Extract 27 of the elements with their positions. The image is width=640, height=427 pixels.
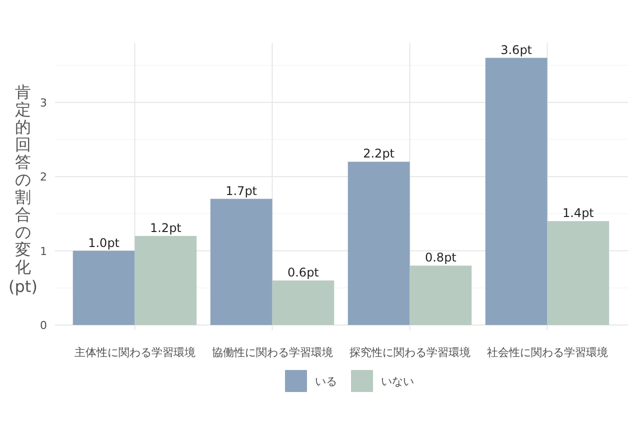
data-label: 0.8pt: [424, 250, 457, 265]
y-tick-label: 1: [40, 244, 47, 258]
data-label: 1.4pt: [562, 206, 594, 220]
data-label: 2.2pt: [363, 146, 395, 161]
x-tick-label: 探究性に関わる学習環境: [349, 346, 470, 359]
x-tick-label: 協働性に関わる学習環境: [212, 346, 333, 359]
y-tick-label: 2: [40, 170, 47, 184]
data-label: 3.6pt: [500, 42, 532, 57]
data-label: 1.2pt: [150, 220, 182, 235]
y-tick-label: 3: [40, 96, 47, 110]
data-label: 0.6pt: [287, 265, 320, 280]
legend-label: いない: [381, 375, 414, 388]
legend-label: いる: [315, 375, 337, 388]
bar: [272, 280, 334, 325]
x-tick-label: 社会性に関わる学習環境: [486, 346, 608, 359]
y-tick-label: 0: [40, 319, 47, 332]
x-tick-label: 主体性に関わる学習環境: [74, 346, 196, 359]
bar: [210, 198, 272, 325]
data-label: 1.0pt: [88, 236, 120, 250]
text: 肯定的回答の割合の変化(pt): [8, 82, 38, 296]
bar: [485, 58, 548, 325]
bar: [72, 250, 135, 325]
bar: [410, 266, 472, 325]
data-label: 1.7pt: [226, 184, 258, 198]
bar: [547, 221, 610, 325]
bar: [134, 236, 197, 325]
bar: [348, 162, 410, 325]
